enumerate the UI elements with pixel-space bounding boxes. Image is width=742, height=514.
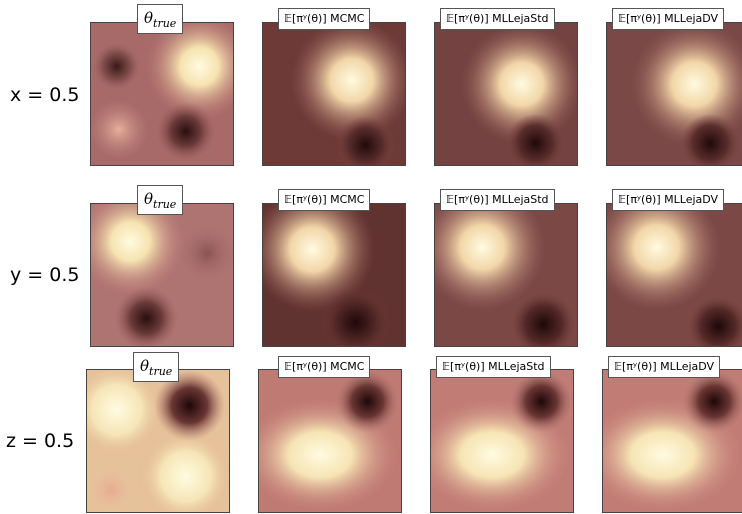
panel-title-y-mcmc: 𝔼[πʸ(θ)] MCMC bbox=[278, 189, 371, 211]
panel-title-z-mcmc: 𝔼[πʸ(θ)] MCMC bbox=[278, 356, 371, 378]
heatmap-z-true bbox=[86, 369, 230, 513]
panel-title-z-mllejastd: 𝔼[πʸ(θ)] MLLejaStd bbox=[436, 356, 551, 378]
heatmap-x-mllejastd bbox=[434, 22, 578, 166]
panel-title-x-mllejastd: 𝔼[πʸ(θ)] MLLejaStd bbox=[440, 8, 555, 30]
heatmap-y-mcmc bbox=[262, 203, 406, 347]
panel-title-z-mllejadv: 𝔼[πʸ(θ)] MLLejaDV bbox=[608, 356, 721, 378]
panel-title-y-mllejadv: 𝔼[πʸ(θ)] MLLejaDV bbox=[612, 189, 725, 211]
row-label-x: x = 0.5 bbox=[10, 84, 80, 106]
panel-title-x-mllejadv: 𝔼[πʸ(θ)] MLLejaDV bbox=[612, 8, 725, 30]
heatmap-y-mllejadv bbox=[606, 203, 742, 347]
heatmap-x-true bbox=[90, 22, 234, 166]
heatmap-z-mllejastd bbox=[430, 369, 574, 513]
panel-title-x-mcmc: 𝔼[πʸ(θ)] MCMC bbox=[278, 8, 371, 30]
row-label-z: z = 0.5 bbox=[6, 430, 75, 452]
row-label-y: y = 0.5 bbox=[10, 264, 80, 286]
heatmap-x-mcmc bbox=[262, 22, 406, 166]
panel-title-y-mllejastd: 𝔼[πʸ(θ)] MLLejaStd bbox=[440, 189, 555, 211]
heatmap-z-mllejadv bbox=[602, 369, 742, 513]
panel-title-y-true: θtrue bbox=[137, 185, 184, 215]
panel-title-z-true: θtrue bbox=[133, 352, 180, 382]
heatmap-x-mllejadv bbox=[606, 22, 742, 166]
heatmap-y-true bbox=[90, 203, 234, 347]
panel-title-x-true: θtrue bbox=[137, 4, 184, 34]
heatmap-z-mcmc bbox=[258, 369, 402, 513]
heatmap-y-mllejastd bbox=[434, 203, 578, 347]
